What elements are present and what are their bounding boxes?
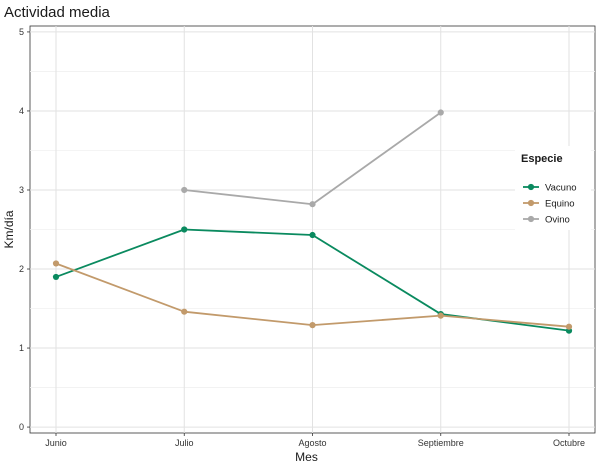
axes: 0 1 2 3 4 5 Junio Julio Agosto Septiembre Octubre	[19, 27, 585, 448]
data-point	[181, 226, 188, 233]
data-point	[52, 273, 60, 281]
data-point	[52, 260, 60, 267]
y-axis-title: Km/día	[2, 210, 16, 248]
y-tick-label: 3	[19, 185, 24, 195]
x-tick-label: Julio	[175, 438, 194, 448]
data-point	[181, 308, 188, 315]
x-tick-label: Agosto	[298, 438, 326, 448]
data-point	[309, 201, 316, 208]
chart-title: Actividad media	[4, 4, 111, 21]
series-ovino	[181, 109, 444, 208]
data-point	[309, 231, 316, 239]
data-point	[437, 312, 444, 319]
legend-label-vacuno: Vacuno	[545, 183, 577, 194]
series-layer	[52, 109, 573, 334]
series-equino	[52, 260, 573, 330]
legend: Especie Vacuno Equino Ovino	[515, 146, 591, 230]
x-axis-title: Mes	[295, 450, 318, 464]
y-tick-label: 2	[19, 264, 24, 274]
y-tick-label: 4	[19, 106, 24, 116]
legend-background	[515, 146, 591, 230]
y-tick-label: 1	[19, 343, 24, 353]
legend-key-point	[527, 199, 535, 207]
y-tick-label: 0	[19, 422, 24, 432]
legend-title: Especie	[521, 153, 563, 165]
legend-label-ovino: Ovino	[545, 215, 570, 226]
data-point	[309, 322, 316, 329]
x-tick-label: Octubre	[553, 438, 585, 448]
legend-key-point	[527, 215, 535, 223]
x-tick-label: Septiembre	[418, 438, 464, 448]
data-point	[437, 109, 444, 116]
grid-lines	[30, 26, 595, 433]
legend-key-point	[527, 183, 535, 191]
data-point	[181, 186, 188, 194]
y-tick-label: 5	[19, 27, 24, 37]
data-point	[565, 323, 573, 330]
legend-label-equino: Equino	[545, 199, 575, 210]
x-tick-label: Junio	[45, 438, 67, 448]
